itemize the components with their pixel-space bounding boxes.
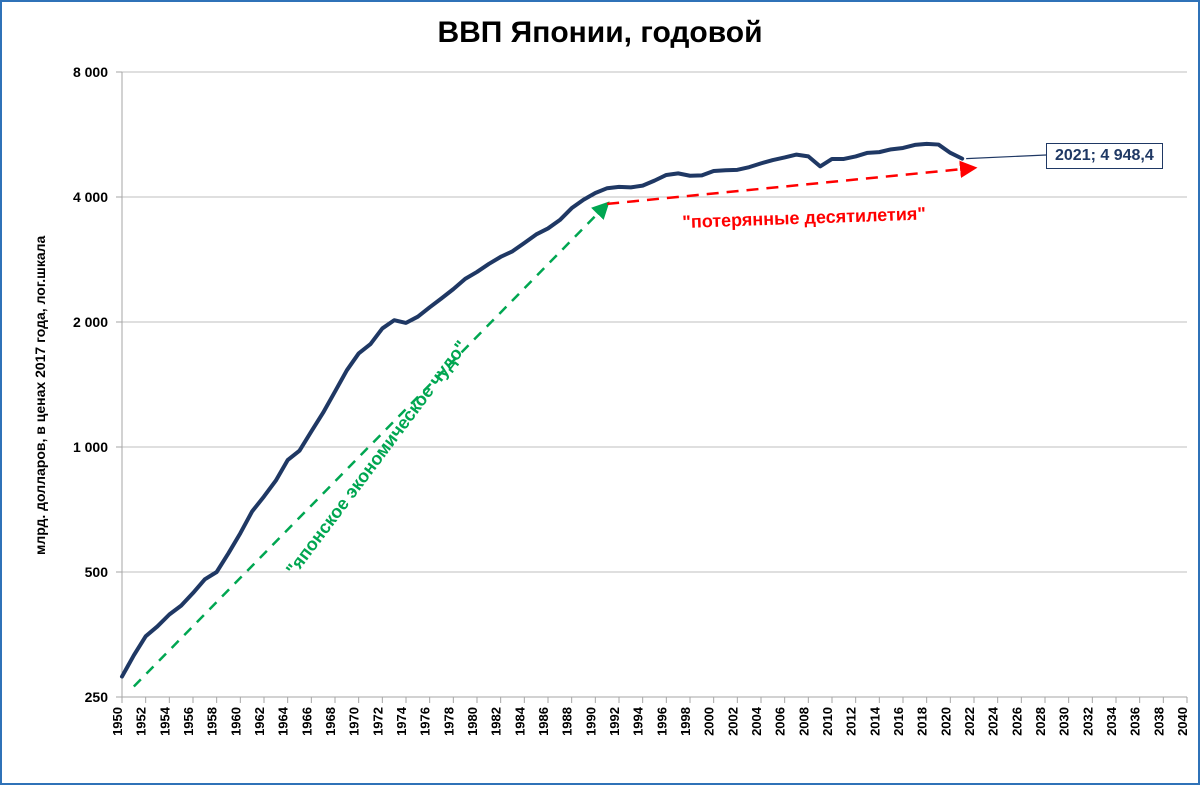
svg-text:1972: 1972	[370, 707, 385, 736]
svg-text:2008: 2008	[796, 707, 811, 736]
svg-text:1956: 1956	[181, 707, 196, 736]
svg-text:1990: 1990	[583, 707, 598, 736]
svg-text:2024: 2024	[986, 706, 1001, 736]
svg-text:2032: 2032	[1080, 707, 1095, 736]
svg-text:2018: 2018	[915, 707, 930, 736]
y-tick-labels: 250 500 1 000 2 000 4 000 8 000	[73, 64, 108, 705]
svg-text:2020: 2020	[938, 707, 953, 736]
svg-text:8 000: 8 000	[73, 64, 108, 80]
svg-text:2026: 2026	[1009, 707, 1024, 736]
svg-text:1954: 1954	[157, 706, 172, 736]
svg-text:1994: 1994	[631, 706, 646, 736]
svg-text:500: 500	[85, 564, 109, 580]
svg-text:1964: 1964	[276, 706, 291, 736]
callout-text: 2021; 4 948,4	[1055, 147, 1154, 164]
svg-text:2006: 2006	[773, 707, 788, 736]
grid-layer	[122, 72, 1187, 697]
svg-text:2004: 2004	[749, 706, 764, 736]
svg-text:2022: 2022	[962, 707, 977, 736]
svg-text:1950: 1950	[110, 707, 125, 736]
svg-text:2030: 2030	[1057, 707, 1072, 736]
svg-text:1978: 1978	[441, 707, 456, 736]
svg-text:2028: 2028	[1033, 707, 1048, 736]
svg-text:1966: 1966	[299, 707, 314, 736]
svg-text:1958: 1958	[205, 707, 220, 736]
y-axis-label: млрд. долларов, в ценах 2017 года, лог.ш…	[32, 235, 48, 554]
svg-text:1998: 1998	[678, 707, 693, 736]
svg-text:2012: 2012	[844, 707, 859, 736]
x-tick-labels: 1950 1952 1954 1956 1958 1960 1962 1964 1966 1968…	[110, 706, 1190, 736]
svg-text:2 000: 2 000	[73, 314, 108, 330]
svg-text:1982: 1982	[489, 707, 504, 736]
svg-text:1976: 1976	[418, 707, 433, 736]
svg-text:1996: 1996	[654, 707, 669, 736]
svg-text:2016: 2016	[891, 707, 906, 736]
svg-text:2040: 2040	[1175, 707, 1190, 736]
callout-box: 2021; 4 948,4	[1046, 143, 1163, 169]
chart-frame: { "title": { "text": "ВВП Японии, годово…	[0, 0, 1200, 785]
chart-svg: 2505001 0002 0004 0008 000 1950195219541…	[2, 2, 1200, 785]
annotation-arrows	[134, 168, 974, 687]
svg-text:250: 250	[85, 689, 109, 705]
svg-text:1988: 1988	[560, 707, 575, 736]
svg-text:1952: 1952	[134, 707, 149, 736]
svg-text:1962: 1962	[252, 707, 267, 736]
svg-text:2036: 2036	[1128, 707, 1143, 736]
svg-text:1970: 1970	[347, 707, 362, 736]
svg-text:1974: 1974	[394, 706, 409, 736]
chart-title: ВВП Японии, годовой	[2, 16, 1198, 50]
svg-text:1984: 1984	[512, 706, 527, 736]
svg-text:2034: 2034	[1104, 706, 1119, 736]
svg-text:1986: 1986	[536, 707, 551, 736]
axes-layer	[116, 72, 1187, 703]
svg-text:2002: 2002	[725, 707, 740, 736]
svg-text:2014: 2014	[867, 706, 882, 736]
svg-text:4 000: 4 000	[73, 189, 108, 205]
svg-text:2038: 2038	[1151, 707, 1166, 736]
svg-text:1992: 1992	[607, 707, 622, 736]
svg-text:1980: 1980	[465, 707, 480, 736]
svg-text:2000: 2000	[702, 707, 717, 736]
svg-text:1960: 1960	[228, 707, 243, 736]
callout-leader	[966, 155, 1046, 159]
svg-text:1968: 1968	[323, 707, 338, 736]
svg-text:1 000: 1 000	[73, 439, 108, 455]
svg-text:2010: 2010	[820, 707, 835, 736]
